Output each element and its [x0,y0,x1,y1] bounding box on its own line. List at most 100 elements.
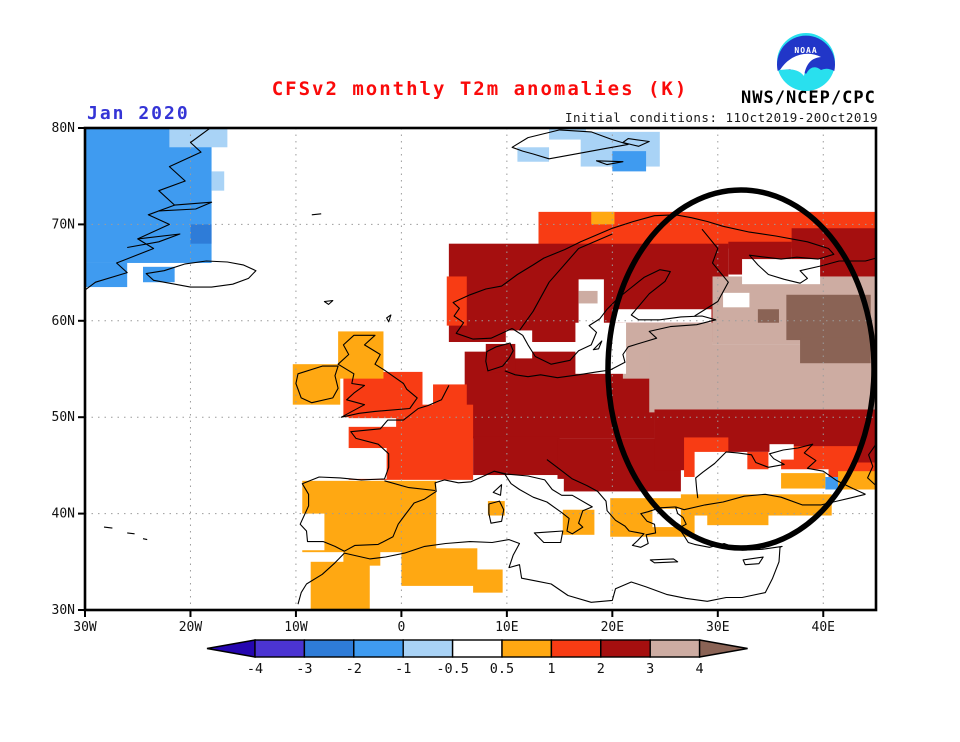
colorbar-segment [254,639,306,658]
anomaly-cell [190,224,212,244]
anomaly-cell [723,292,750,308]
anomaly-cell [344,418,397,427]
colorbar: -4 -3 -2 -1 -0.5 0.5 1 2 3 4 [206,639,748,677]
noaa-logo-text: NOAA [794,46,817,55]
anomaly-cell [612,151,647,172]
lon-tick-label: 20E [601,620,624,635]
anomaly-cell [169,128,228,148]
anomaly-cell [549,128,586,140]
colorbar-tick-label: 1 [547,661,555,677]
coastline-path [592,340,603,351]
anomaly-cell [401,548,478,586]
coastline-path [493,470,593,535]
coastline-path [742,556,764,566]
coastline-path [694,228,729,317]
colorbar-tick-label: -1 [395,661,411,677]
coastline-path [85,128,212,291]
coastline-path [295,365,339,404]
anomaly-field [85,128,876,610]
coastline-path [386,314,392,323]
coastline-path [323,300,334,305]
axis-labels: 30W 20W 10W 0 10E 20E 30E 40E 80N 70N 60N 50N 40N 30N [52,121,835,635]
anomaly-cell [211,171,225,191]
anomaly-cell [310,561,370,610]
lon-tick-label: 40E [812,620,835,635]
colorbar-tick-label: -3 [296,661,312,677]
anomaly-cell [343,371,423,418]
lon-tick-label: 10W [284,620,308,635]
anomaly-cell [769,444,794,460]
coastline-path [546,459,676,548]
colorbar-segment [649,639,701,658]
colorbar-segment [501,639,553,658]
colorbar-segment [550,639,602,658]
colorbar-tick-label: 3 [646,661,654,677]
forecast-month-label: Jan 2020 [87,103,190,124]
anomaly-cell [338,331,384,379]
anomaly-cell [487,501,505,516]
coastline-path [299,385,495,552]
lat-tick-label: 70N [52,217,75,232]
coastline-path [145,260,257,288]
coastline-path [127,233,181,249]
anomaly-cell [343,550,381,566]
coastline-path [675,493,866,511]
coastline-path [867,443,876,487]
colorbar-tick-label: -2 [346,661,362,677]
lon-tick-label: 30E [706,620,729,635]
anomaly-cell [555,494,590,508]
coastline-path [337,334,418,418]
initial-conditions-label: Initial conditions: 11Oct2019-20Oct2019 [565,110,878,125]
colorbar-tick-label: 2 [597,661,605,677]
colorbar-tick-label: 0.5 [490,661,514,677]
colorbar-tick-label: -0.5 [436,661,469,677]
coastline-path [649,558,679,564]
colorbar-segment [303,639,355,658]
org-label: NWS/NCEP/CPC [741,88,876,108]
colorbar-segment [402,639,454,658]
coastline-path [695,443,866,499]
anomaly-cell [302,480,437,553]
coastline-path [622,138,650,147]
colorbar-tick-label: -4 [247,661,263,677]
anomaly-cell [800,337,871,364]
anomaly-cell [346,448,387,479]
anomaly-cell [536,478,564,499]
coastline-path [311,213,322,216]
lat-tick-label: 50N [52,410,75,425]
colorbar-segment [451,639,503,658]
lat-tick-label: 80N [52,121,75,136]
anomaly-cell [825,476,839,490]
lat-tick-label: 60N [52,314,75,329]
anomaly-cell [786,294,871,341]
colorbar-below-arrow [206,639,256,658]
noaa-logo: NOAA [777,33,835,91]
coastline-path [511,129,629,160]
lon-tick-label: 10E [495,620,518,635]
anomaly-cell [578,279,604,335]
lon-tick-label: 0 [397,620,405,635]
anomaly-cell [578,290,598,304]
coastlines [85,128,876,605]
anomaly-cell [300,513,325,551]
coastline-path [142,538,148,541]
lat-tick-label: 40N [52,507,75,522]
highlight-ellipse [605,187,877,551]
anomaly-cell [433,384,467,410]
coastline-path [103,526,113,529]
anomaly-cell [742,259,821,285]
anomaly-cell [485,343,516,373]
colorbar-segment [600,639,651,658]
coastline-path [488,500,505,524]
coastline-path [452,214,876,340]
anomaly-cell [707,511,769,526]
anomaly-cell [591,211,615,225]
colorbar-segment [353,639,404,658]
coastline-path [297,506,783,605]
anomaly-cell [473,569,503,593]
anomaly-cell [781,473,826,489]
coastline-path [485,342,514,372]
coastline-path [158,201,213,212]
colorbar-tick-label: 4 [696,661,704,677]
